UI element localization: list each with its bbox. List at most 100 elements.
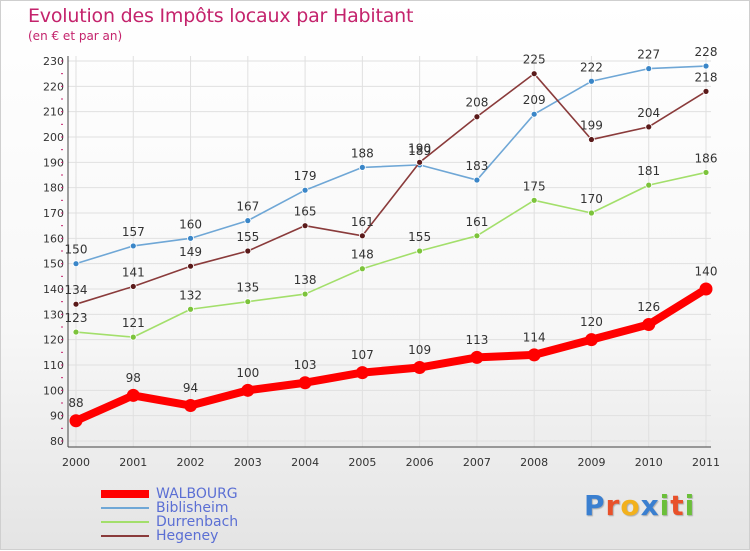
legend-swatch-biblisheim	[101, 507, 149, 509]
chart-title: Evolution des Impôts locaux par Habitant	[28, 5, 414, 27]
series-line-walbourg	[72, 285, 710, 425]
data-point-walbourg	[298, 376, 312, 390]
data-point-biblisheim	[72, 260, 80, 268]
data-label-walbourg: 88	[68, 396, 83, 410]
x-tick-label: 2008	[520, 456, 548, 469]
legend-label-hegeney: Hegeney	[156, 528, 219, 544]
data-label-biblisheim: 228	[695, 45, 718, 59]
y-tick-label: 220	[43, 80, 64, 93]
data-point-biblisheim	[645, 65, 653, 72]
y-tick-label: 160	[43, 232, 64, 245]
data-label-walbourg: 98	[126, 371, 141, 385]
y-tick-label: 110	[43, 359, 64, 372]
x-tick-label: 2005	[348, 456, 376, 469]
data-label-walbourg: 103	[294, 358, 317, 372]
data-point-walbourg	[527, 348, 541, 362]
data-label-hegeney: 204	[637, 106, 660, 120]
data-point-hegeney	[645, 123, 653, 131]
data-point-durrenbach	[645, 181, 653, 189]
data-label-walbourg: 100	[236, 366, 259, 380]
x-tick-label: 2009	[577, 456, 605, 469]
data-point-durrenbach	[244, 298, 252, 306]
data-label-biblisheim: 150	[65, 243, 88, 257]
data-label-biblisheim: 167	[236, 200, 259, 214]
data-point-hegeney	[244, 247, 252, 255]
data-point-biblisheim	[301, 186, 309, 194]
data-label-biblisheim: 209	[523, 93, 546, 107]
proxiti-logo: Proxiti	[584, 489, 696, 522]
data-label-hegeney: 225	[523, 53, 546, 67]
data-label-walbourg: 126	[637, 300, 660, 314]
y-tick-label: 120	[43, 334, 64, 347]
x-tick-label: 2011	[692, 456, 720, 469]
data-label-hegeney: 165	[294, 205, 317, 219]
x-tick-label: 2006	[406, 456, 434, 469]
data-point-biblisheim	[530, 110, 538, 118]
legend-label-durrenbach: Durrenbach	[156, 514, 239, 530]
y-tick-label: 150	[43, 258, 64, 271]
data-label-durrenbach: 148	[351, 248, 374, 262]
data-point-hegeney	[358, 232, 366, 240]
data-point-walbourg	[699, 282, 713, 296]
data-label-durrenbach: 155	[408, 230, 431, 244]
data-label-durrenbach: 132	[179, 288, 202, 302]
data-label-hegeney: 161	[351, 215, 374, 229]
data-label-hegeney: 208	[465, 96, 488, 110]
data-label-hegeney: 134	[65, 283, 88, 297]
y-tick-label: 170	[43, 207, 64, 220]
data-point-walbourg	[413, 361, 427, 375]
y-tick-label: 140	[43, 283, 64, 296]
data-label-walbourg: 120	[580, 315, 603, 329]
x-tick-label: 2004	[291, 456, 319, 469]
data-point-biblisheim	[358, 163, 366, 171]
data-label-biblisheim: 157	[122, 225, 145, 239]
data-point-hegeney	[416, 158, 424, 166]
data-label-hegeney: 141	[122, 265, 145, 279]
data-label-durrenbach: 135	[236, 281, 259, 295]
data-point-hegeney	[129, 283, 137, 290]
data-point-durrenbach	[129, 333, 137, 341]
data-label-biblisheim: 227	[637, 48, 660, 62]
data-point-durrenbach	[72, 328, 80, 336]
series-line-hegeney	[75, 72, 707, 306]
data-label-hegeney: 149	[179, 245, 202, 259]
series-line-biblisheim	[75, 65, 707, 265]
data-label-durrenbach: 123	[65, 311, 88, 325]
series-line-durrenbach	[75, 171, 707, 338]
data-point-biblisheim	[588, 77, 595, 85]
data-point-biblisheim	[129, 242, 137, 250]
x-tick-label: 2010	[635, 456, 663, 469]
data-point-hegeney	[588, 136, 595, 143]
data-label-durrenbach: 175	[523, 179, 546, 193]
data-point-hegeney	[301, 222, 309, 230]
data-label-durrenbach: 186	[695, 151, 718, 165]
data-point-hegeney	[187, 262, 194, 270]
data-label-biblisheim: 183	[465, 159, 488, 173]
y-tick-label: 130	[43, 308, 64, 321]
legend-label-biblisheim: Biblisheim	[156, 500, 229, 516]
x-tick-label: 2007	[463, 456, 491, 469]
data-point-walbourg	[241, 383, 255, 397]
data-label-durrenbach: 181	[637, 164, 660, 178]
data-label-hegeney: 199	[580, 119, 603, 133]
data-label-hegeney: 190	[408, 141, 431, 155]
x-tick-label: 2000	[62, 456, 90, 469]
legend-swatch-hegeney	[101, 535, 149, 537]
legend-swatch-walbourg	[101, 490, 149, 498]
data-label-durrenbach: 138	[294, 273, 317, 287]
data-point-biblisheim	[244, 217, 252, 225]
data-label-walbourg: 109	[408, 343, 431, 357]
y-tick-label: 90	[50, 410, 64, 423]
data-point-hegeney	[702, 88, 710, 95]
data-label-hegeney: 218	[695, 70, 718, 84]
data-label-walbourg: 114	[523, 330, 546, 344]
chart-subtitle: (en € et par an)	[28, 29, 123, 43]
data-point-durrenbach	[473, 232, 481, 240]
data-point-hegeney	[530, 70, 538, 78]
data-point-walbourg	[642, 317, 656, 331]
data-label-durrenbach: 170	[580, 192, 603, 206]
data-point-biblisheim	[187, 234, 194, 242]
data-point-durrenbach	[358, 265, 366, 273]
data-label-walbourg: 107	[351, 348, 374, 362]
